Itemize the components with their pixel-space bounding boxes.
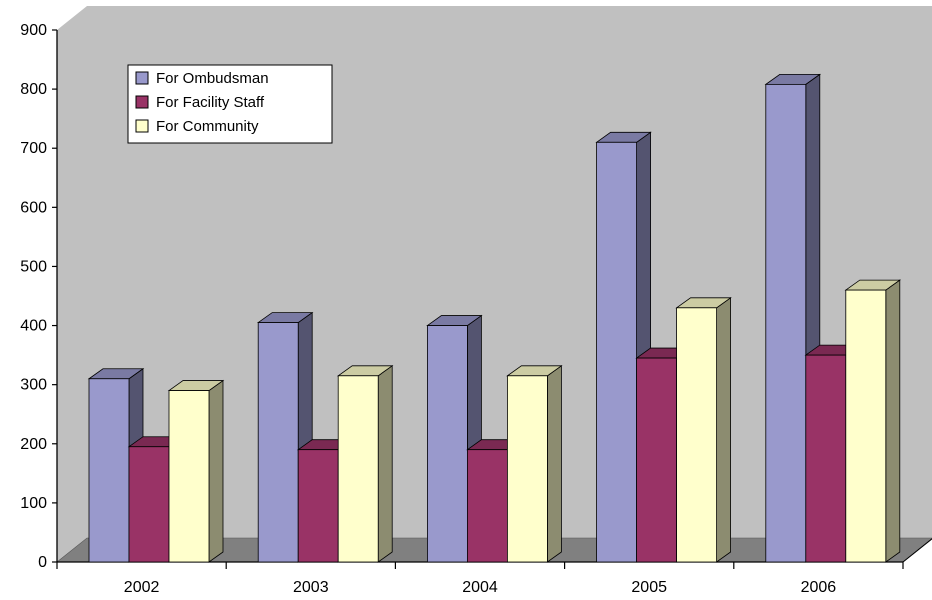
x-tick-label: 2003: [293, 579, 329, 596]
bar-front: [506, 375, 548, 563]
tick-labels: 0 100 200 300 400 500 600 700 800 900 2002 2003 2004…: [20, 22, 836, 596]
y-tick-label: 100: [20, 495, 47, 512]
y-tick-label: 400: [20, 318, 47, 335]
y-tick-label: 900: [20, 22, 47, 39]
bar-side: [208, 379, 224, 563]
legend: For Ombudsman For Facility Staff For Commu…: [127, 64, 333, 144]
y-tick-label: 500: [20, 258, 47, 275]
bar: [595, 131, 652, 563]
legend-box: [127, 64, 333, 144]
x-axis-depth: [902, 538, 932, 563]
legend-label: For Facility Staff: [156, 94, 265, 111]
y-tick-label: 700: [20, 140, 47, 157]
bar-front: [297, 449, 339, 563]
x-tick-label: 2004: [462, 579, 498, 596]
x-tick-label: 2002: [124, 579, 160, 596]
bar-side: [885, 279, 901, 563]
bar-front: [596, 141, 637, 563]
legend-label: For Community: [156, 118, 259, 135]
legend-swatch: [135, 71, 149, 85]
bar-front: [676, 307, 717, 563]
y-tick-label: 300: [20, 377, 47, 394]
bar-front: [128, 446, 170, 563]
y-tick-label: 0: [38, 554, 47, 571]
bar: [844, 279, 902, 563]
bar-front: [805, 354, 847, 563]
y-tick-label: 200: [20, 436, 47, 453]
y-tick-label: 800: [20, 81, 47, 98]
bar: [336, 365, 394, 563]
legend-label: For Ombudsman: [156, 70, 269, 87]
y-tick-label: 600: [20, 199, 47, 216]
bar-side: [547, 365, 562, 563]
legend-swatch: [135, 95, 149, 109]
bar-front: [636, 357, 677, 563]
bar: [506, 365, 563, 563]
bar-front: [337, 375, 379, 563]
bar-front: [845, 289, 887, 563]
bar-front: [168, 390, 210, 563]
x-tick-label: 2005: [631, 579, 667, 596]
bar: [675, 297, 732, 563]
bar-front: [466, 449, 508, 563]
bar-front: [257, 322, 299, 563]
bar-front: [426, 325, 468, 563]
legend-swatch: [135, 119, 149, 133]
bar-side: [377, 365, 393, 563]
x-tick-label: 2006: [801, 579, 837, 596]
bar: [167, 379, 225, 563]
bar-side: [716, 297, 731, 563]
bar-front: [765, 83, 807, 563]
bars: [87, 73, 902, 563]
bar-front: [88, 378, 130, 563]
